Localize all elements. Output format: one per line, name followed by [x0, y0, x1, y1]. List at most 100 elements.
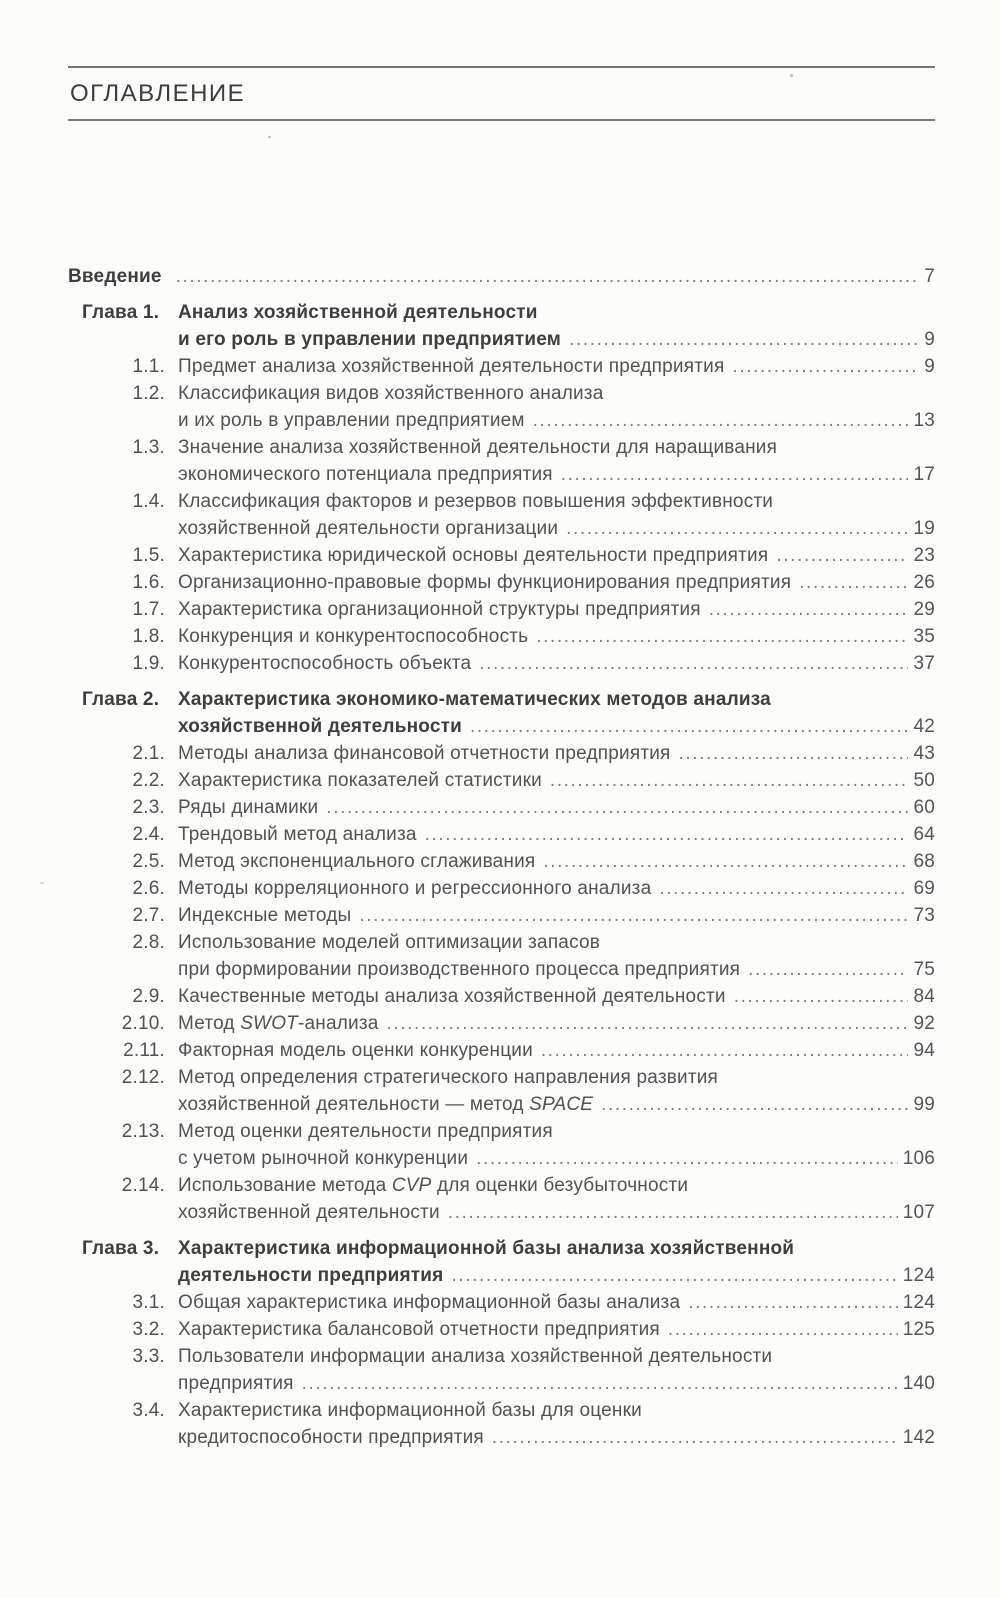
- dot-leader: ........................................…: [601, 1094, 908, 1115]
- dot-leader: ........................................…: [733, 986, 909, 1007]
- toc-entry-row: 3.4. Характеристика информационной базы д…: [68, 1397, 935, 1424]
- toc-page-number: 84: [913, 986, 935, 1007]
- toc-page-number: 9: [924, 329, 935, 350]
- dot-leader: ........................................…: [569, 329, 920, 350]
- toc-section-number: 2.12.: [121, 1067, 165, 1088]
- toc-entry-row: 1.6. Организационно-правовые формы функци…: [68, 569, 935, 596]
- dot-leader: ........................................…: [532, 410, 909, 431]
- toc-section-number: 2.3.: [132, 797, 165, 818]
- toc-page-number: 92: [913, 1013, 935, 1034]
- toc-entry-row: 2.12. Метод определения стратегического н…: [68, 1064, 935, 1091]
- toc-entry-title: при формировании производственного проце…: [178, 959, 741, 980]
- toc-section-number: 1.5.: [132, 545, 165, 566]
- dot-leader: ........................................…: [301, 1373, 898, 1394]
- toc-entry-title: Классификация видов хозяйственного анали…: [178, 383, 604, 404]
- toc-entry-title: Значение анализа хозяйственной деятельно…: [178, 437, 778, 458]
- toc-entry-row: 1.1. Предмет анализа хозяйственной деятел…: [68, 353, 935, 380]
- dot-leader: ........................................…: [732, 356, 919, 377]
- dot-leader: ........................................…: [424, 824, 909, 845]
- dot-leader: ........................................…: [748, 959, 908, 980]
- toc-entry-row: 2.11. Факторная модель оценки конкуренции…: [68, 1037, 935, 1064]
- toc-entry-title: и его роль в управлении предприятием: [178, 329, 562, 350]
- toc-page-number: 124: [902, 1292, 935, 1313]
- toc-entry-title: Характеристика юридической основы деятел…: [178, 545, 769, 566]
- toc-entry-row: 1.8. Конкуренция и конкурентоспособность.…: [68, 623, 935, 650]
- toc-section-number: 2.2.: [132, 770, 165, 791]
- toc-page-number: 50: [913, 770, 935, 791]
- toc-page-number: 19: [913, 518, 935, 539]
- toc-entry-title: Характеристика экономико-математических …: [178, 689, 771, 710]
- toc-chapter-row: и его роль в управлении предприятием....…: [68, 326, 935, 353]
- toc-section-number: 1.2.: [132, 383, 165, 404]
- toc-entry-row: экономического потенциала предприятия...…: [68, 461, 935, 488]
- toc-chapter-row: хозяйственной деятельности..............…: [68, 713, 935, 740]
- toc-entry-title: Общая характеристика информационной базы…: [178, 1292, 681, 1313]
- dot-leader: ........................................…: [479, 653, 908, 674]
- toc-section-number: 1.6.: [132, 572, 165, 593]
- toc-entry-row: 1.5. Характеристика юридической основы де…: [68, 542, 935, 569]
- toc-intro-label: Введение: [68, 266, 162, 287]
- toc-entry-row: 2.9. Качественные методы анализа хозяйств…: [68, 983, 935, 1010]
- toc-entry-row: 1.3. Значение анализа хозяйственной деяте…: [68, 434, 935, 461]
- toc-entry-row: 1.2. Классификация видов хозяйственного а…: [68, 380, 935, 407]
- dot-leader: ........................................…: [688, 1292, 897, 1313]
- toc-page-number: 142: [902, 1427, 935, 1448]
- toc-entry-row: 1.7. Характеристика организационной струк…: [68, 596, 935, 623]
- toc-entry-title: Характеристика организационной структуры…: [178, 599, 701, 620]
- toc-page-number: 140: [902, 1373, 935, 1394]
- scan-speck: [40, 882, 44, 884]
- toc-entry-title: Пользователи информации анализа хозяйств…: [178, 1346, 773, 1367]
- toc-entry-title: Метод оценки деятельности предприятия: [178, 1121, 553, 1142]
- dot-leader: ........................................…: [549, 770, 909, 791]
- toc-entry-title: Факторная модель оценки конкуренции: [178, 1040, 533, 1061]
- toc-chapter-number: Глава 3.: [82, 1238, 160, 1259]
- toc-page-number: 35: [913, 626, 935, 647]
- dot-leader: ........................................…: [799, 572, 909, 593]
- toc-entry-title: Конкурентоспособность объекта: [178, 653, 472, 674]
- toc-page-number: 125: [902, 1319, 935, 1340]
- toc-entry-row: 2.6. Методы корреляционного и регрессионн…: [68, 875, 935, 902]
- toc-page-number: 99: [913, 1094, 935, 1115]
- toc-entry-title: Метод экспоненциального сглаживания: [178, 851, 536, 872]
- toc-section-number: 2.13.: [121, 1121, 165, 1142]
- toc-section-number: 1.4.: [132, 491, 165, 512]
- dot-leader: ........................................…: [659, 878, 908, 899]
- toc-page-number: 13: [913, 410, 935, 431]
- dot-leader: ........................................…: [536, 626, 909, 647]
- toc-chapter-row: Глава 2. Характеристика экономико-математ…: [68, 686, 935, 713]
- toc-section-number: 3.1.: [132, 1292, 165, 1313]
- toc-entry-row: кредитоспособности предприятия..........…: [68, 1424, 935, 1451]
- dot-leader: ........................................…: [708, 599, 909, 620]
- toc-entry-title: хозяйственной деятельности организации: [178, 518, 559, 539]
- toc-entry-title: экономического потенциала предприятия: [178, 464, 553, 485]
- toc-chapter-number: Глава 1.: [82, 302, 160, 323]
- toc-section-number: 2.4.: [132, 824, 165, 845]
- toc-page-number: 75: [913, 959, 935, 980]
- toc-page-number: 23: [913, 545, 935, 566]
- dot-leader: ........................................…: [476, 1148, 898, 1169]
- toc-page-number: 107: [902, 1202, 935, 1223]
- toc-entry-row: предприятия.............................…: [68, 1370, 935, 1397]
- toc-entry-title: Использование метода CVP для оценки безу…: [178, 1175, 689, 1196]
- toc-entry-row: 2.1. Методы анализа финансовой отчетности…: [68, 740, 935, 767]
- toc-section-number: 1.3.: [132, 437, 165, 458]
- dot-leader: ........................................…: [678, 743, 909, 764]
- toc-entry-title: Характеристика информационной базы для о…: [178, 1400, 642, 1421]
- toc-entry-title: хозяйственной деятельности: [178, 1202, 440, 1223]
- toc-entry-row: хозяйственной деятельности..............…: [68, 1199, 935, 1226]
- toc-entry-title: Методы анализа финансовой отчетности пре…: [178, 743, 671, 764]
- toc-section-number: 3.2.: [132, 1319, 165, 1340]
- toc-entry-row: 2.3. Ряды динамики.......................…: [68, 794, 935, 821]
- toc-section-number: 2.7.: [132, 905, 165, 926]
- dot-leader: ........................................…: [667, 1319, 898, 1340]
- toc-page-number: 26: [913, 572, 935, 593]
- toc-section-number: 1.7.: [132, 599, 165, 620]
- toc-entry-row: при формировании производственного проце…: [68, 956, 935, 983]
- toc-entry-title: Качественные методы анализа хозяйственно…: [178, 986, 726, 1007]
- toc-page-number: 73: [913, 905, 935, 926]
- toc-page-number: 68: [913, 851, 935, 872]
- toc-chapter-row: деятельности предприятия................…: [68, 1262, 935, 1289]
- table-of-contents: Введение................................…: [68, 263, 935, 1451]
- toc-entry-title: с учетом рыночной конкуренции: [178, 1148, 469, 1169]
